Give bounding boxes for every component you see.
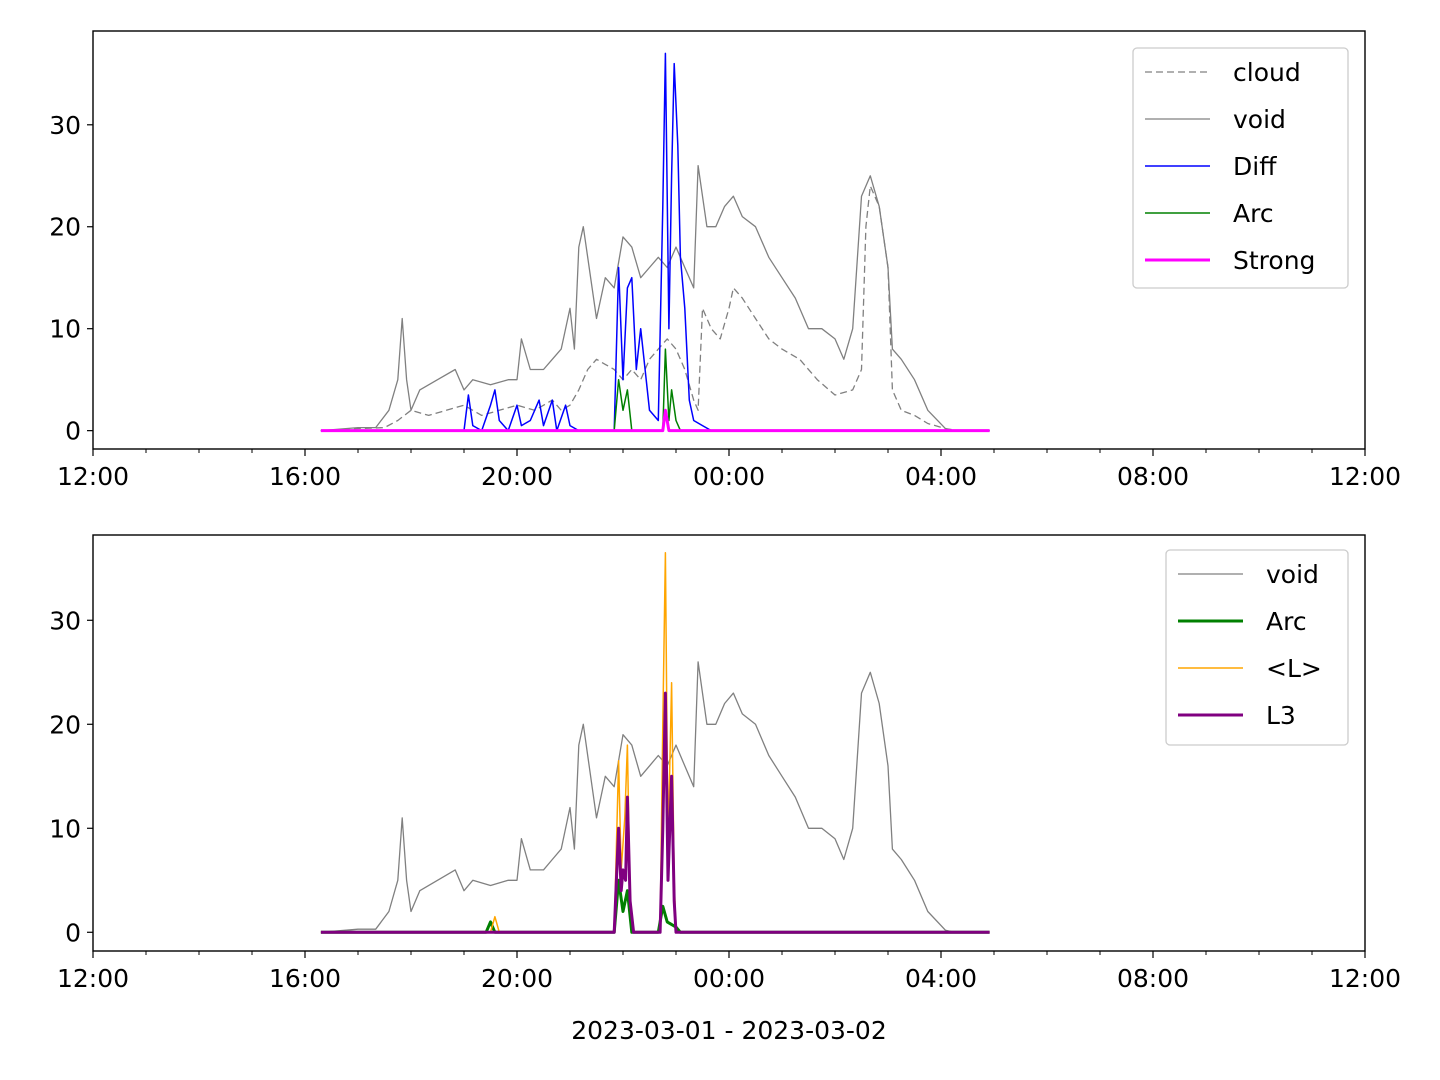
legend-label: cloud xyxy=(1233,58,1301,87)
series-line-l xyxy=(320,551,990,934)
legend: cloud void Diff Arc Strong xyxy=(1132,47,1349,289)
series-line-arc xyxy=(320,878,990,934)
x-tick-label: 20:00 xyxy=(481,964,553,993)
legend-label: L3 xyxy=(1266,701,1296,730)
y-tick-label: 10 xyxy=(49,315,81,344)
x-tick-label: 08:00 xyxy=(1117,462,1189,491)
legend-label: void xyxy=(1233,105,1286,134)
y-tick-label: 20 xyxy=(49,213,81,242)
legend-label: <L> xyxy=(1266,654,1322,683)
y-tick-label: 0 xyxy=(65,918,81,947)
top-chart-panel: 0 10 20 30 12:00 16:00 20:00 00:00 04:00 08:00 12:… xyxy=(49,30,1401,491)
legend-label: void xyxy=(1266,560,1319,589)
legend-label: Arc xyxy=(1266,607,1307,636)
x-tick-label: 00:00 xyxy=(693,462,765,491)
y-tick-label: 0 xyxy=(65,417,81,446)
series-group xyxy=(320,551,990,934)
y-tick-label: 20 xyxy=(49,710,81,739)
series-line-arc xyxy=(320,348,990,432)
x-tick-label: 12:00 xyxy=(1329,964,1401,993)
series-line-diff xyxy=(320,52,990,432)
series-line-void xyxy=(320,661,990,933)
x-tick-label: 00:00 xyxy=(693,964,765,993)
series-group xyxy=(320,52,990,433)
x-tick-label: 08:00 xyxy=(1117,964,1189,993)
x-tick-label: 16:00 xyxy=(269,462,341,491)
series-line-void xyxy=(320,164,990,432)
x-axis-label: 2023-03-01 - 2023-03-02 xyxy=(571,1016,887,1045)
x-tick-label: 12:00 xyxy=(57,462,129,491)
series-line-cloud xyxy=(320,185,990,432)
x-tick-label: 04:00 xyxy=(905,462,977,491)
x-tick-label: 20:00 xyxy=(481,462,553,491)
x-tick-label: 04:00 xyxy=(905,964,977,993)
legend-label: Arc xyxy=(1233,199,1274,228)
legend-box xyxy=(1165,549,1349,746)
legend-label: Diff xyxy=(1233,152,1277,181)
x-tick-label: 12:00 xyxy=(1329,462,1401,491)
y-tick-label: 10 xyxy=(49,814,81,843)
y-tick-label: 30 xyxy=(49,606,81,635)
series-line-strong xyxy=(320,408,990,433)
bottom-chart-panel: 0 10 20 30 12:00 16:00 20:00 00:00 04:00 08:00 12:… xyxy=(49,534,1401,1045)
x-tick-label: 12:00 xyxy=(57,964,129,993)
legend-box xyxy=(1132,47,1349,289)
series-line-l3 xyxy=(320,691,990,934)
x-tick-label: 16:00 xyxy=(269,964,341,993)
y-tick-label: 30 xyxy=(49,111,81,140)
legend: void Arc <L> L3 xyxy=(1165,549,1349,746)
legend-label: Strong xyxy=(1233,246,1315,275)
